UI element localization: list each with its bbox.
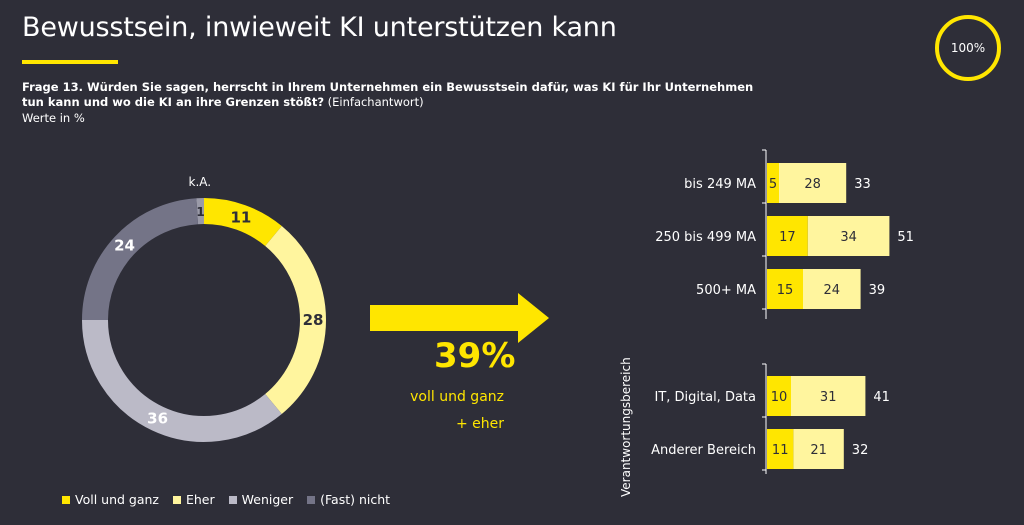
bar-value-voll-und-ganz-bis-249-ma: 5 <box>769 177 777 192</box>
legend-item-voll: Voll und ganz <box>62 492 159 507</box>
bar-segment-voll-und-ganz-it-digital-data <box>767 376 791 416</box>
question-text: Frage 13. Würden Sie sagen, herrscht in … <box>22 80 762 110</box>
donut-value-fast-nicht: 24 <box>114 236 135 254</box>
legend-label-nicht: (Fast) nicht <box>320 492 391 507</box>
donut-value-k-a: 1 <box>196 205 204 219</box>
highlight-line2: + eher <box>455 416 504 432</box>
sample-badge: 100% <box>935 15 1001 81</box>
bar-segment-eher-500-ma <box>803 269 861 309</box>
bar-value-eher-anderer-bereich: 21 <box>810 443 827 458</box>
bar-segment-voll-und-ganz-anderer-bereich <box>767 429 794 469</box>
legend-label-weniger: Weniger <box>241 492 294 507</box>
title-underline <box>22 60 118 64</box>
donut-value-eher: 28 <box>303 311 324 329</box>
donut-slice-weniger <box>82 319 282 442</box>
bar-category-anderer-bereich: Anderer Bereich <box>651 443 756 458</box>
bar-total-it-digital-data: 41 <box>873 390 890 405</box>
bar-category-it-digital-data: IT, Digital, Data <box>654 390 756 405</box>
highlight-value: 39% <box>434 336 516 376</box>
bar-segment-voll-und-ganz-250-bis-499-ma <box>767 216 808 256</box>
donut-label-k-a: k.A. <box>189 175 212 189</box>
bar-category-500-ma: 500+ MA <box>696 283 756 298</box>
bar-value-voll-und-ganz-it-digital-data: 10 <box>771 390 788 405</box>
donut-value-voll-und-ganz: 11 <box>230 208 251 226</box>
bar-segment-eher-250-bis-499-ma <box>807 216 890 256</box>
bar-axis-label: Verantwortungsbereich <box>619 357 633 497</box>
highlight-caption: voll und ganz + eher <box>380 384 504 438</box>
question-note: (Einfachantwort) <box>327 95 424 109</box>
bar-segment-eher-anderer-bereich <box>793 429 844 469</box>
stacked-bar-chart: Verantwortungsbereich bis 249 MA 5 28 33 250 … <box>619 149 914 497</box>
bar-value-voll-und-ganz-anderer-bereich: 11 <box>772 443 789 458</box>
bar-total-anderer-bereich: 32 <box>852 443 869 458</box>
bar-value-voll-und-ganz-500-ma: 15 <box>777 283 794 298</box>
page-title: Bewusstsein, inwieweit KI unterstützen k… <box>22 12 617 43</box>
arrow-shape <box>370 293 549 343</box>
bar-value-eher-bis-249-ma: 28 <box>804 177 821 192</box>
donut-slice-fast-nicht <box>82 198 199 321</box>
legend-item-nicht: (Fast) nicht <box>307 492 390 507</box>
unit-note: Werte in % <box>22 111 85 125</box>
bar-value-eher-it-digital-data: 31 <box>820 390 837 405</box>
donut-chart: 1 k.A. 11 28 36 24 <box>82 175 326 442</box>
legend-swatch-nicht <box>307 495 316 504</box>
legend-item-weniger: Weniger <box>228 492 294 507</box>
bar-category-bis-249-ma: bis 249 MA <box>684 177 756 192</box>
bar-value-eher-500-ma: 24 <box>824 283 841 298</box>
bar-segment-voll-und-ganz-500-ma <box>767 269 803 309</box>
bar-segment-voll-und-ganz-bis-249-ma <box>767 163 779 203</box>
bar-total-500-ma: 39 <box>869 283 886 298</box>
legend-swatch-weniger <box>228 495 237 504</box>
legend: Voll und ganz Eher Weniger (Fast) nicht <box>62 492 390 507</box>
bar-value-eher-250-bis-499-ma: 34 <box>840 230 857 245</box>
donut-value-weniger: 36 <box>147 410 168 428</box>
bar-category-250-bis-499-ma: 250 bis 499 MA <box>655 230 756 245</box>
legend-swatch-eher <box>172 495 181 504</box>
donut-slice-voll-und-ganz <box>203 198 282 247</box>
bar-total-bis-249-ma: 33 <box>854 177 871 192</box>
legend-item-eher: Eher <box>172 492 215 507</box>
legend-swatch-voll <box>62 495 70 504</box>
bar-value-voll-und-ganz-250-bis-499-ma: 17 <box>779 230 796 245</box>
donut-slice-eher <box>264 226 326 414</box>
bar-segment-eher-it-digital-data <box>791 376 866 416</box>
legend-label-voll: Voll und ganz <box>75 492 159 507</box>
bar-segment-eher-bis-249-ma <box>779 163 847 203</box>
highlight-line1: voll und ganz <box>410 389 504 405</box>
question-bold: Frage 13. Würden Sie sagen, herrscht in … <box>22 80 754 109</box>
legend-label-eher: Eher <box>185 492 215 507</box>
bar-total-250-bis-499-ma: 51 <box>897 230 914 245</box>
sample-badge-label: 100% <box>950 41 986 55</box>
